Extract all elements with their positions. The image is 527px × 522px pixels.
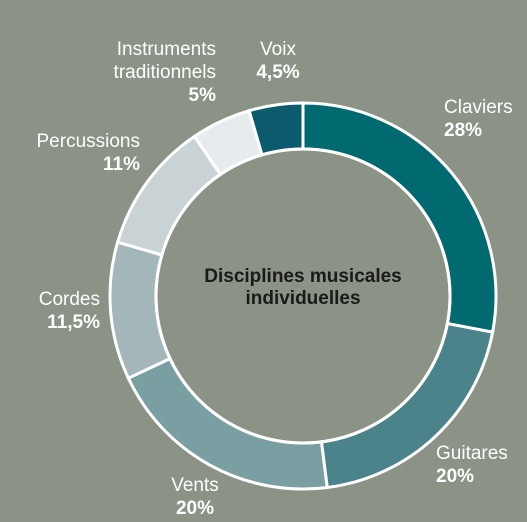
value-label: 4,5% <box>256 62 300 83</box>
category-label: Guitares <box>436 443 508 464</box>
category-label: Instruments traditionnels <box>113 39 216 83</box>
category-label: Cordes <box>38 289 100 310</box>
slice-label: Instruments traditionnels 5% <box>66 38 216 107</box>
value-label: 20% <box>436 466 475 487</box>
category-label: Vents <box>171 475 219 496</box>
slice-label: Vents 20% <box>130 474 260 520</box>
chart-title: Disciplines musicales individuelles <box>204 266 402 309</box>
slice-label: Percussions 11% <box>0 130 141 176</box>
slice-label: Cordes 11,5% <box>0 288 100 334</box>
category-label: Voix <box>260 39 296 60</box>
inner-ring <box>154 147 452 445</box>
slice-label: Guitares 20% <box>436 442 508 488</box>
value-label: 11% <box>103 154 140 175</box>
value-label: 5% <box>188 85 216 106</box>
value-label: 20% <box>175 498 215 519</box>
category-label: Claviers <box>444 97 513 118</box>
category-label: Percussions <box>36 131 141 152</box>
value-label: 11,5% <box>47 312 100 333</box>
slice-label: Voix 4,5% <box>240 38 316 84</box>
slice-label: Claviers 28% <box>444 96 513 142</box>
value-label: 28% <box>444 120 483 141</box>
